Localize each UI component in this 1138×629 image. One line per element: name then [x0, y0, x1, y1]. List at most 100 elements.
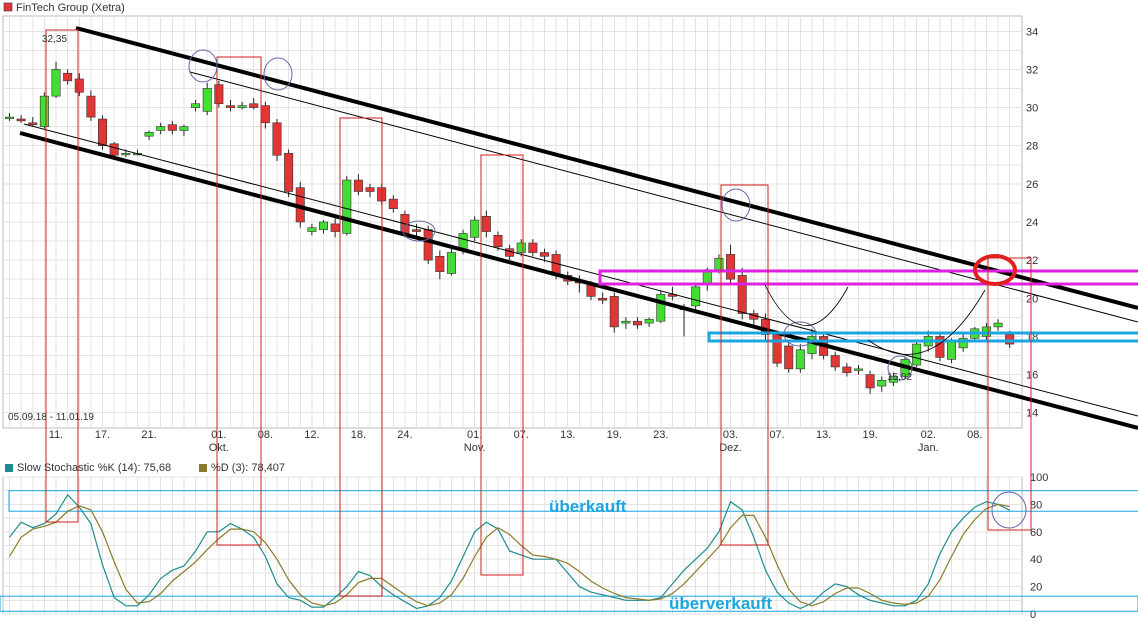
- candle-up: [191, 103, 201, 108]
- price-x-tick: 01.: [211, 429, 226, 441]
- price-x-tick: 24.: [397, 429, 412, 441]
- candle-up: [656, 294, 666, 322]
- overbought-zone: [8, 490, 1138, 512]
- price-y-tick: 28: [1026, 141, 1038, 153]
- stoch-y-tick: 40: [1030, 554, 1042, 566]
- breakout-circle: [973, 254, 1017, 286]
- candle-down: [633, 320, 643, 326]
- annotation-overlay: [19, 26, 1138, 597]
- candle-down: [737, 275, 747, 314]
- swing-ellipse: [402, 220, 436, 242]
- candle-down: [167, 124, 177, 131]
- candle-down: [772, 334, 782, 364]
- stochastic-panel: 0 20 40 60 80 100: [0, 472, 1138, 621]
- price-x-tick: 21.: [141, 429, 156, 441]
- candle-up: [947, 339, 957, 360]
- price-y-tick: 14: [1026, 408, 1038, 420]
- price-x-tick: 19.: [607, 429, 622, 441]
- cycle-box: [339, 117, 383, 597]
- candle-up: [516, 242, 526, 253]
- candle-up: [877, 380, 887, 387]
- candle-down: [284, 153, 294, 192]
- price-x-tick: 08.: [258, 429, 273, 441]
- price-x-tick-month: Dez.: [719, 442, 742, 454]
- candle-down: [109, 143, 119, 156]
- price-x-tick: 18.: [351, 429, 366, 441]
- price-y-tick: 32: [1026, 64, 1038, 76]
- stoch-y-tick: 80: [1030, 499, 1042, 511]
- stoch-k-legend: Slow Stochastic %K (14): 75,68: [17, 462, 171, 474]
- resistance-zone: [598, 269, 1138, 286]
- price-x-tick: 02.: [921, 429, 936, 441]
- price-x-tick: 17.: [95, 429, 110, 441]
- candle-down: [528, 242, 538, 253]
- stoch-y-tick: 100: [1030, 472, 1048, 484]
- candle-up: [319, 221, 329, 230]
- stoch-k-legend-icon: [5, 464, 13, 472]
- low-value-label: 15,02: [887, 372, 912, 383]
- candle-down: [493, 235, 503, 248]
- channel-upper-line: [75, 26, 1138, 310]
- price-x-tick: 13.: [816, 429, 831, 441]
- candle-up: [714, 257, 724, 270]
- price-y-tick: 30: [1026, 103, 1038, 115]
- candle-down: [586, 284, 596, 297]
- candle-down: [784, 345, 794, 370]
- candle-up: [644, 318, 654, 324]
- price-x-tick: 03.: [723, 429, 738, 441]
- price-y-tick: 22: [1026, 255, 1038, 267]
- stoch-d-line: [8, 503, 1010, 607]
- candle-up: [691, 286, 701, 307]
- candle-down: [609, 296, 619, 328]
- candle-down: [388, 198, 398, 209]
- swing-ellipse: [991, 491, 1027, 529]
- candle-down: [98, 118, 108, 147]
- candle-up: [179, 126, 189, 131]
- candle-down: [16, 118, 26, 122]
- stoch-y-tick: 20: [1030, 582, 1042, 594]
- candle-up: [307, 227, 317, 232]
- candle-down: [435, 256, 445, 272]
- candle-up: [156, 126, 166, 131]
- candle-up: [795, 349, 805, 370]
- candle-up: [39, 95, 49, 127]
- price-y-tick: 24: [1026, 217, 1038, 229]
- swing-ellipse: [783, 321, 817, 347]
- cycle-box: [216, 56, 262, 546]
- candle-up: [121, 153, 131, 156]
- candle-down: [86, 95, 96, 118]
- bottom-arc-left: [764, 284, 849, 326]
- candle-down: [353, 179, 363, 192]
- candle-down: [539, 252, 549, 257]
- candle-up: [446, 252, 456, 274]
- candle-down: [842, 366, 852, 373]
- candle-down: [726, 254, 736, 280]
- price-y-tick: 20: [1026, 293, 1038, 305]
- candle-up: [5, 116, 14, 119]
- candle-down: [412, 229, 422, 232]
- stoch-d-legend: %D (3): 78,407: [211, 462, 285, 474]
- price-x-tick-month: Nov.: [464, 442, 486, 454]
- price-x-tick: 23.: [653, 429, 668, 441]
- title-legend-icon: [3, 2, 13, 12]
- candle-up: [621, 320, 631, 324]
- candle-up: [958, 338, 968, 349]
- swing-ellipse: [263, 57, 293, 91]
- support-zone: [707, 331, 1138, 343]
- chart-title: FinTech Group (Xetra): [16, 2, 125, 14]
- candle-down: [330, 223, 340, 232]
- cycle-box: [45, 29, 79, 523]
- oversold-label: überverkauft: [669, 594, 772, 613]
- candle-down: [598, 297, 608, 301]
- price-x-tick: 12.: [304, 429, 319, 441]
- channel-inner-lower: [23, 123, 1138, 417]
- cycle-box: [480, 154, 524, 576]
- price-x-tick: 08.: [967, 429, 982, 441]
- candle-up: [912, 343, 922, 366]
- candle-up: [237, 105, 247, 108]
- price-y-tick: 16: [1026, 370, 1038, 382]
- stoch-y-tick: 60: [1030, 527, 1042, 539]
- candle-down: [74, 78, 84, 93]
